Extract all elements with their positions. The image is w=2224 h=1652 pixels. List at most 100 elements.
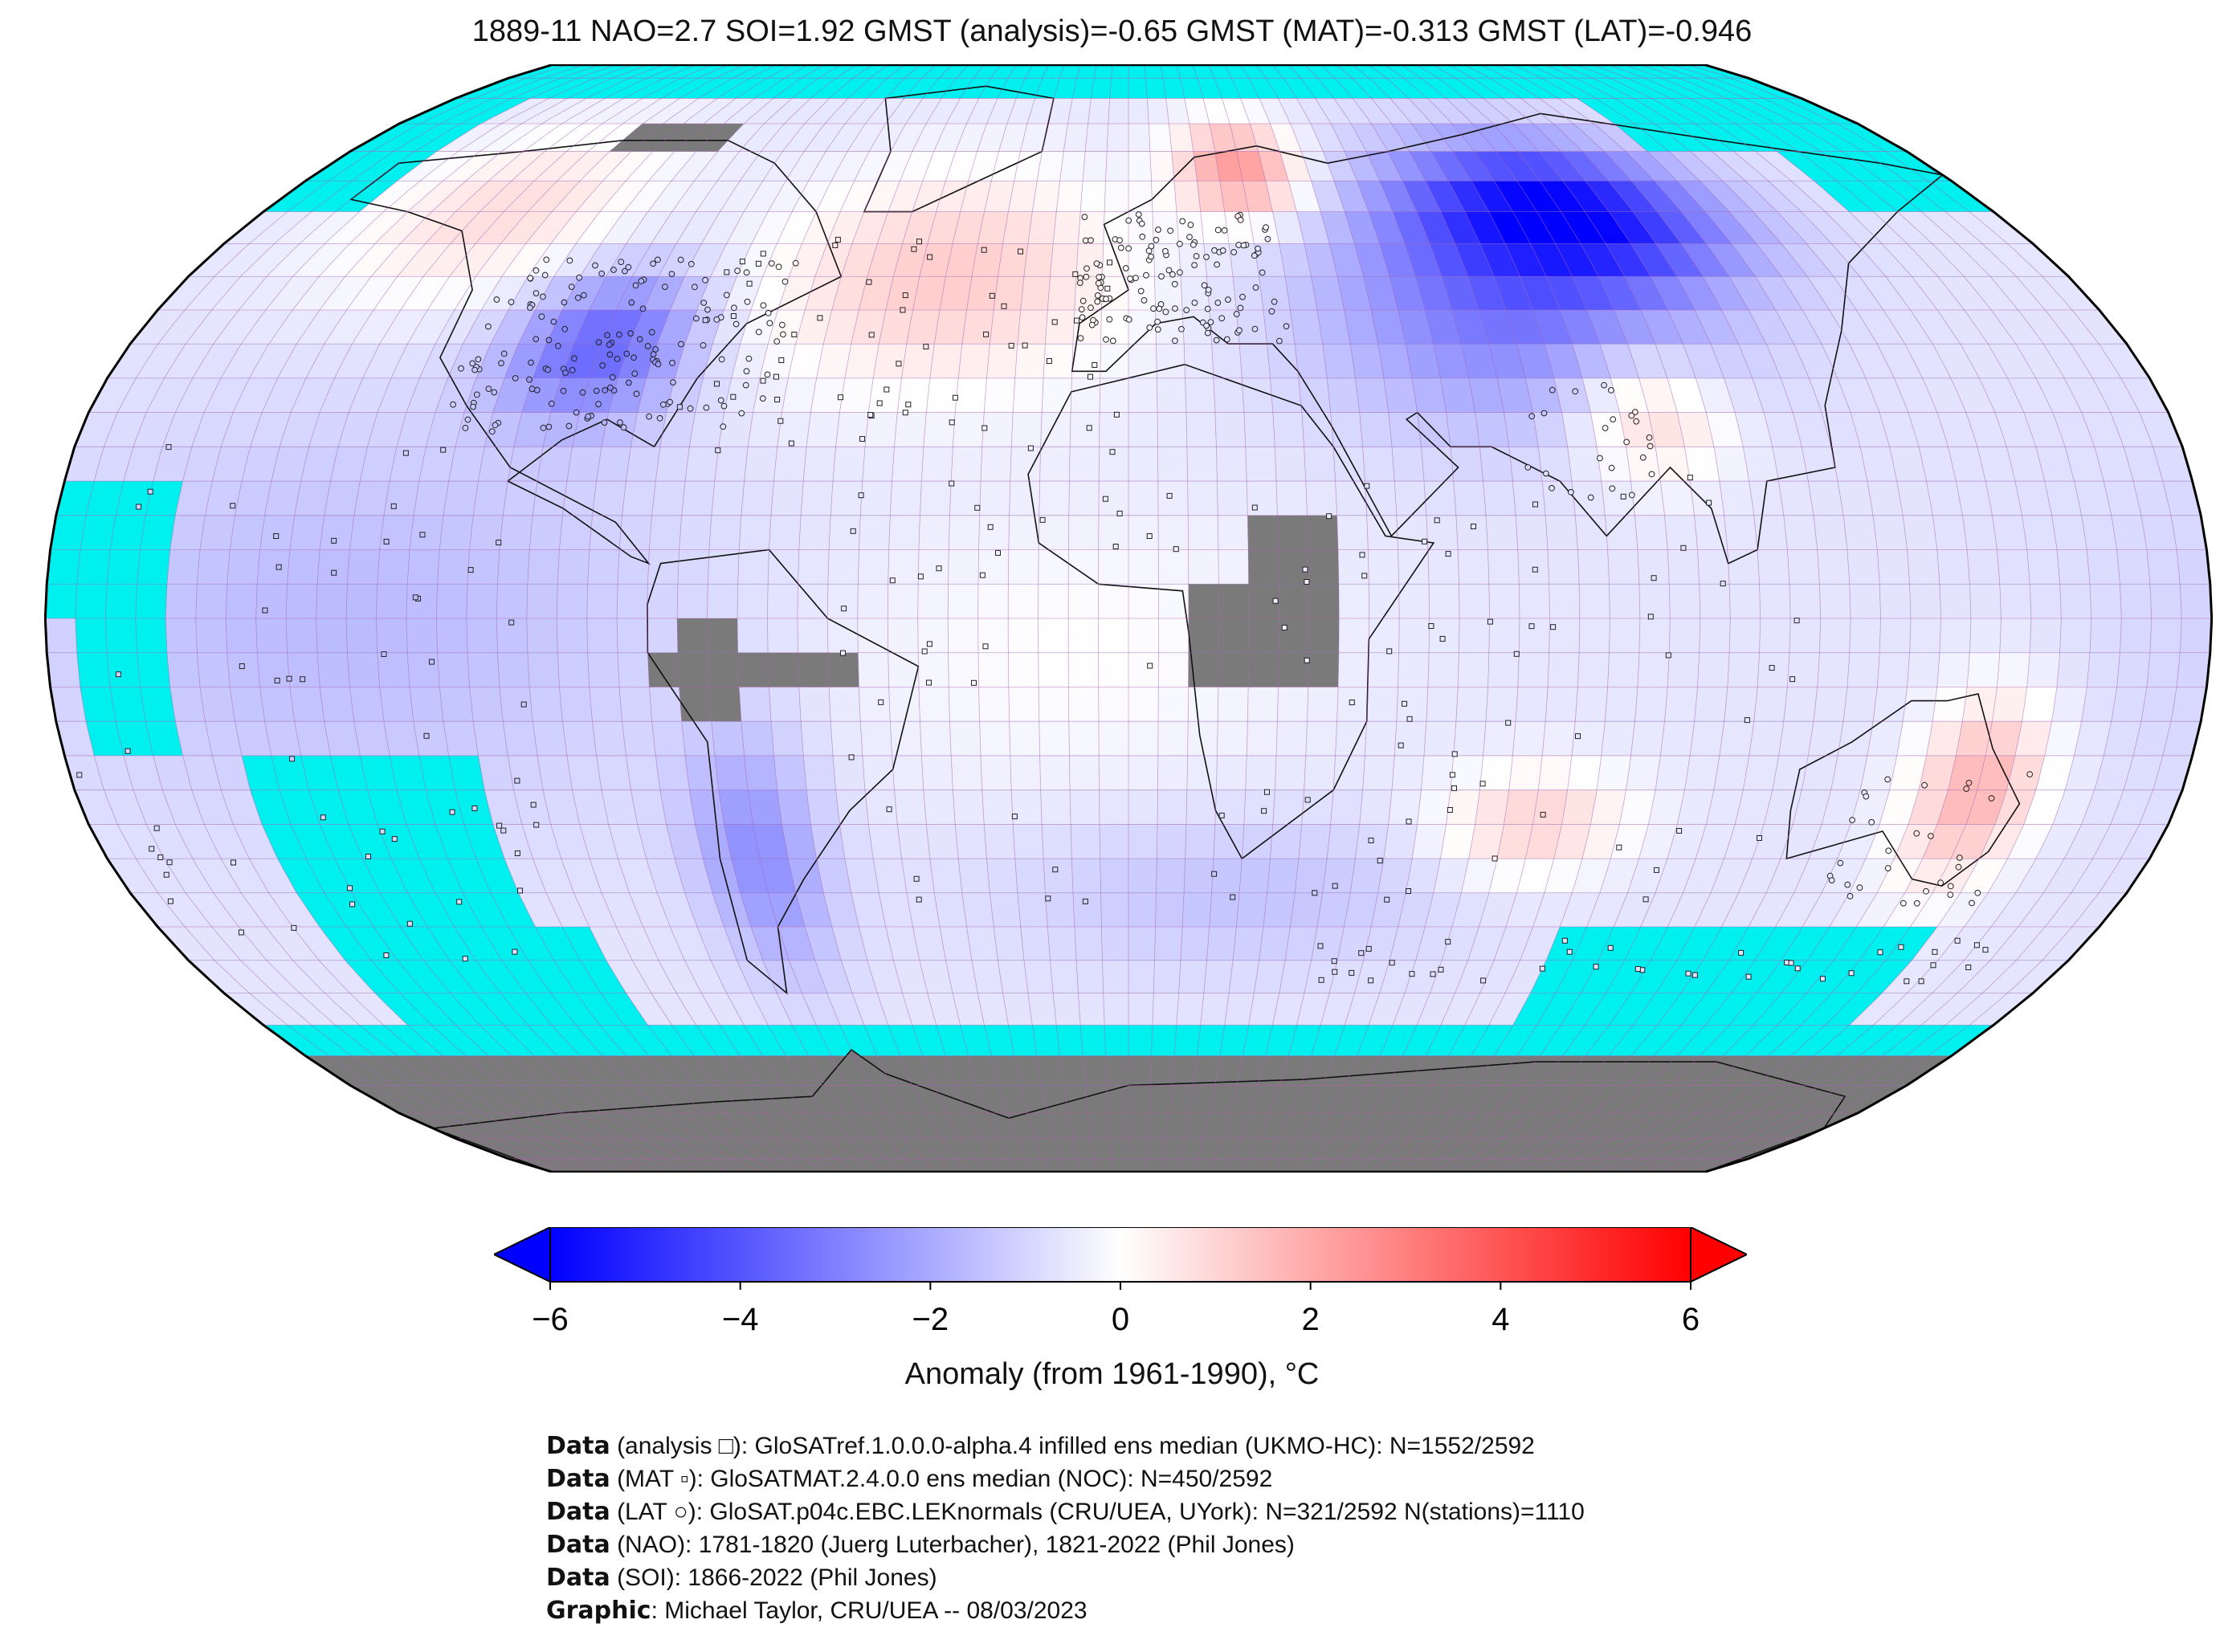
- grid-cell: [2110, 789, 2153, 825]
- antarctica-outline: [432, 1049, 1847, 1173]
- grid-cell: [1859, 276, 1911, 310]
- grid-cell: [239, 927, 293, 961]
- grid-cell: [175, 824, 221, 859]
- grid-cell: [1667, 377, 1707, 413]
- marine-obs-marker: [166, 859, 173, 866]
- grid-cell: [1209, 124, 1237, 152]
- grid-cell: [786, 1055, 826, 1086]
- grid-cell: [824, 98, 867, 124]
- grid-cell: [347, 652, 380, 687]
- grid-cell: [466, 584, 498, 618]
- grid-cell: [1456, 687, 1488, 722]
- grid-cell: [888, 687, 920, 722]
- grid-cell: [1394, 481, 1426, 516]
- grid-cell: [249, 993, 312, 1026]
- grid-cell: [1345, 993, 1380, 1026]
- land-station-marker: [1528, 413, 1536, 420]
- grid-cell: [1789, 584, 1821, 618]
- grid-cell: [1354, 960, 1390, 993]
- grid-cell: [286, 584, 317, 618]
- grid-cell: [1383, 377, 1418, 413]
- grid-cell: [1017, 310, 1048, 345]
- grid-cell: [1020, 276, 1051, 310]
- land-station-marker: [625, 379, 632, 386]
- grid-cell: [504, 344, 546, 378]
- grid-cell: [1681, 243, 1729, 277]
- grid-cell: [2133, 481, 2172, 516]
- grid-cell: [1849, 859, 1895, 893]
- grid-cell: [1182, 892, 1212, 927]
- grid-cell: [1379, 243, 1416, 277]
- grid-cell: [1519, 584, 1550, 618]
- grid-cell: [1242, 824, 1273, 859]
- grid-cell: [1851, 789, 1890, 825]
- grid-cell: [1359, 412, 1393, 447]
- marine-obs-marker: [1302, 566, 1308, 573]
- grid-cell: [1296, 211, 1330, 244]
- grid-cell: [1909, 584, 1941, 618]
- grid-cell: [1468, 377, 1504, 413]
- grid-cell: [1301, 412, 1334, 447]
- marine-obs-marker: [1113, 411, 1120, 418]
- grid-cell: [2007, 377, 2053, 413]
- land-station-marker: [533, 290, 540, 297]
- grid-cell: [998, 1085, 1027, 1113]
- land-station-marker: [1251, 325, 1259, 332]
- land-station-marker: [1137, 288, 1145, 295]
- grid-cell: [681, 721, 715, 756]
- grid-cell: [1655, 859, 1696, 893]
- land-station-marker: [1587, 494, 1594, 501]
- grid-cell: [823, 892, 859, 927]
- grid-cell: [1043, 344, 1073, 378]
- grid-cell: [617, 618, 648, 653]
- grid-cell: [320, 687, 354, 722]
- grid-cell: [844, 98, 886, 124]
- grid-cell: [534, 1055, 588, 1086]
- grid-cell: [1154, 927, 1183, 961]
- grid-cell: [1883, 892, 1933, 927]
- grid-cell: [806, 789, 840, 825]
- grid-cell: [919, 960, 953, 993]
- grid-cell: [1464, 993, 1506, 1026]
- grid-cell: [1187, 721, 1218, 756]
- grid-cell: [1964, 892, 2016, 927]
- grid-cell: [1579, 584, 1610, 618]
- grid-cell: [1960, 344, 2008, 378]
- grid-cell: [1317, 310, 1351, 345]
- grid-cell: [467, 549, 500, 585]
- grid-cell: [1243, 181, 1273, 212]
- grid-cell: [926, 824, 959, 859]
- grid-cell: [1008, 515, 1039, 550]
- grid-cell: [492, 377, 533, 413]
- grid-cell: [1667, 892, 1711, 927]
- grid-cell: [1699, 584, 1731, 618]
- marine-obs-marker: [989, 292, 995, 299]
- grid-cell: [1369, 993, 1406, 1026]
- grid-cell: [1936, 652, 1970, 687]
- marine-obs-marker: [1272, 598, 1279, 604]
- grid-cell: [1128, 584, 1159, 618]
- land-station-marker: [636, 336, 643, 343]
- grid-cell: [724, 824, 760, 859]
- grid-cell: [212, 447, 251, 482]
- credit-line: Data (LAT ○): GloSAT.p04c.EBC.LEKnormals…: [546, 1495, 1585, 1528]
- land-station-marker: [1965, 779, 1973, 786]
- grid-cell: [1542, 721, 1576, 756]
- grid-cell: [1412, 377, 1447, 413]
- grid-cell: [1540, 181, 1585, 212]
- grid-cell: [920, 721, 952, 756]
- grid-cell: [1885, 276, 1938, 310]
- grid-cell: [1248, 652, 1279, 687]
- grid-cell: [1669, 584, 1700, 618]
- marine-obs-marker: [987, 524, 994, 530]
- grid-cell: [1265, 181, 1297, 212]
- marine-obs-marker: [1445, 939, 1451, 945]
- grid-cell: [213, 310, 266, 345]
- marine-obs-marker: [876, 400, 883, 406]
- grid-cell: [720, 181, 763, 212]
- grid-cell: [804, 124, 845, 152]
- grid-cell: [1467, 927, 1506, 961]
- grid-cell: [1977, 447, 2015, 482]
- marine-obs-marker: [1365, 945, 1372, 952]
- grid-cell: [751, 211, 793, 244]
